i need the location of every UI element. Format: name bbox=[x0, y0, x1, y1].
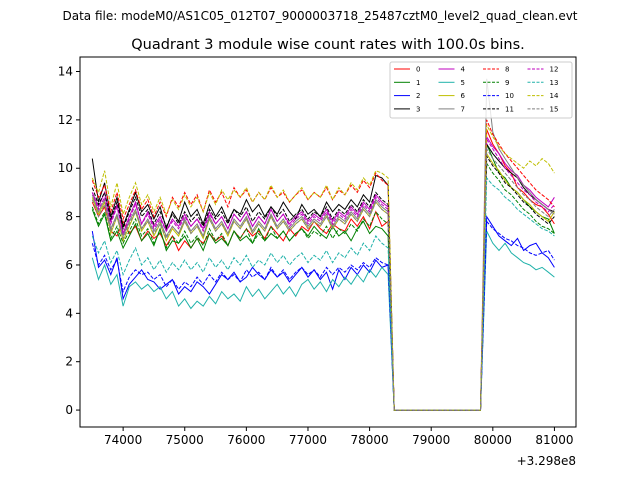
legend-label: 2 bbox=[416, 92, 420, 100]
legend-label: 15 bbox=[550, 105, 559, 113]
series-line-13 bbox=[91, 176, 555, 411]
legend-label: 4 bbox=[461, 66, 466, 74]
legend-label: 0 bbox=[416, 66, 420, 74]
series-line-9 bbox=[91, 161, 555, 411]
legend-label: 5 bbox=[461, 79, 465, 87]
chart-title: Quadrant 3 module wise count rates with … bbox=[131, 37, 525, 53]
legend-box bbox=[389, 61, 573, 119]
y-tick-label: 12 bbox=[58, 113, 73, 127]
y-tick-label: 8 bbox=[65, 210, 73, 224]
x-tick-label: 80000 bbox=[474, 433, 512, 447]
legend-label: 6 bbox=[461, 92, 466, 100]
legend-label: 12 bbox=[550, 66, 559, 74]
legend-label: 13 bbox=[550, 79, 559, 87]
x-tick-label: 76000 bbox=[227, 433, 265, 447]
legend-label: 7 bbox=[461, 105, 465, 113]
x-tick-label: 77000 bbox=[289, 433, 327, 447]
x-tick-label: 81000 bbox=[535, 433, 573, 447]
y-axis: 0 2 4 6 8 10 12 14 bbox=[58, 65, 80, 417]
legend-label: 10 bbox=[505, 92, 514, 100]
legend-label: 8 bbox=[505, 66, 509, 74]
x-axis: 74000 75000 76000 77000 78000 79000 80000 81000 bbox=[104, 427, 574, 447]
series-line-11 bbox=[91, 154, 555, 411]
legend-label: 11 bbox=[505, 105, 514, 113]
series-line-8 bbox=[91, 119, 555, 411]
y-tick-label: 0 bbox=[65, 403, 73, 417]
legend-label: 1 bbox=[416, 79, 420, 87]
legend-label: 9 bbox=[505, 79, 509, 87]
legend-label: 14 bbox=[550, 92, 559, 100]
y-tick-label: 2 bbox=[65, 355, 73, 369]
x-axis-offset-label: +3.298e8 bbox=[517, 454, 576, 468]
y-tick-label: 6 bbox=[65, 258, 73, 272]
x-tick-label: 74000 bbox=[104, 433, 142, 447]
axes-frame bbox=[79, 56, 577, 428]
x-tick-label: 79000 bbox=[412, 433, 450, 447]
series-line-10 bbox=[91, 220, 555, 411]
x-tick-label: 75000 bbox=[166, 433, 204, 447]
y-tick-label: 10 bbox=[58, 161, 73, 175]
y-tick-label: 14 bbox=[58, 65, 73, 79]
legend-label: 3 bbox=[416, 105, 420, 113]
plot-area bbox=[91, 78, 555, 411]
figure-suptitle: Data file: modeM0/AS1C05_012T07_90000037… bbox=[62, 9, 577, 23]
y-tick-label: 4 bbox=[65, 306, 73, 320]
series-line-15 bbox=[91, 147, 555, 411]
x-tick-label: 78000 bbox=[350, 433, 388, 447]
